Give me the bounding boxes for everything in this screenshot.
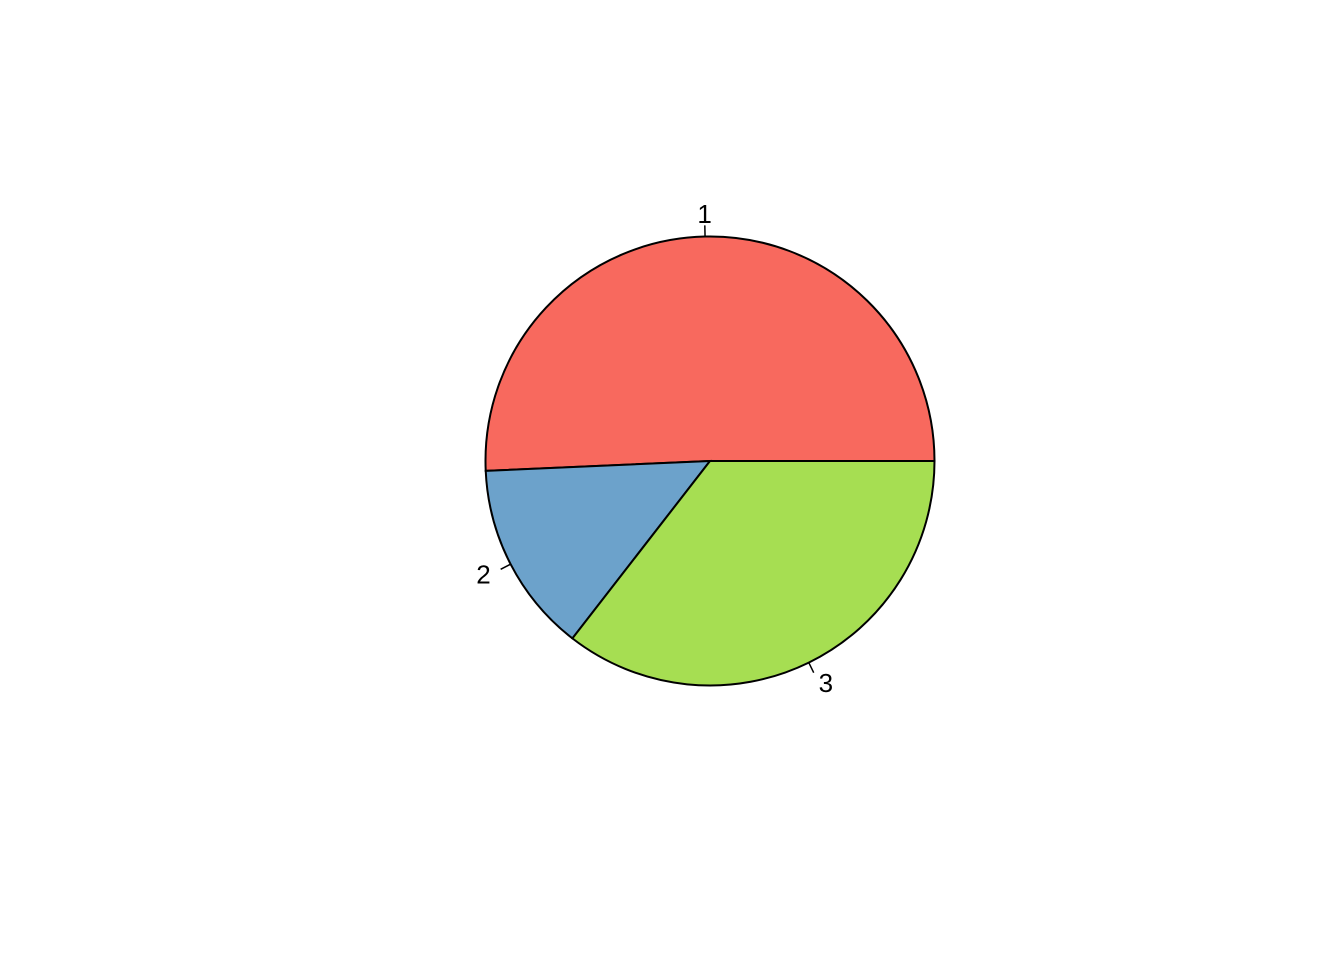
pie-slice-3 [570, 460, 936, 687]
pie-label-tick-3 [808, 662, 815, 674]
pie-slices [484, 235, 936, 687]
pie-label-3: 3 [819, 668, 833, 698]
pie-label-1: 1 [697, 199, 711, 229]
pie-labels: 1 2 3 [476, 199, 833, 698]
pie-label-tick-2 [500, 563, 511, 571]
pie-label-2: 2 [476, 559, 490, 589]
pie-slice-1 [484, 235, 936, 472]
